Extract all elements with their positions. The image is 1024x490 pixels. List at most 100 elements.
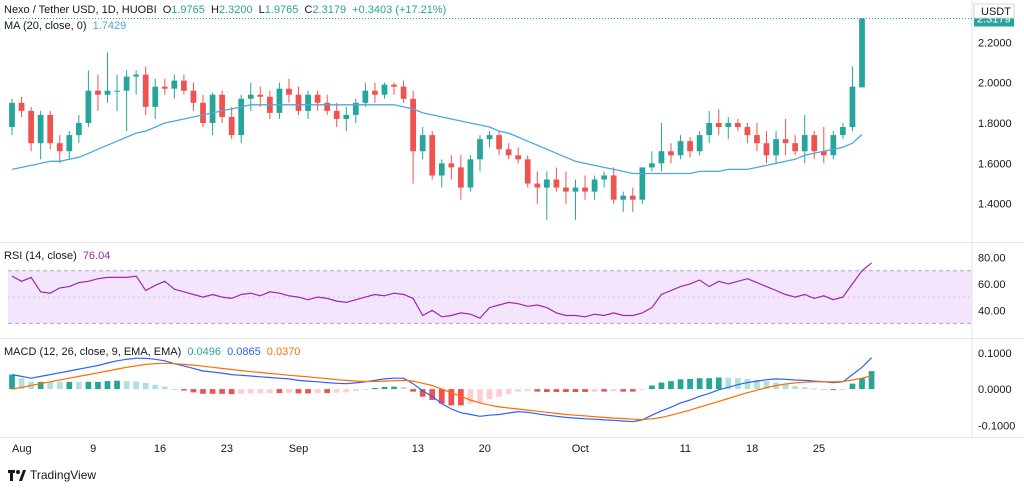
macd-histogram-bar bbox=[658, 382, 665, 390]
macd-histogram-bar bbox=[333, 389, 340, 393]
candle-body bbox=[333, 110, 340, 119]
macd-line bbox=[11, 357, 873, 423]
candle-body bbox=[133, 74, 140, 77]
macd-histogram-bar bbox=[352, 389, 359, 391]
candle-body bbox=[754, 135, 760, 144]
rsi-y-tick: 60.00 bbox=[978, 279, 1006, 291]
price-y-tick: 1.4000 bbox=[978, 199, 1012, 211]
candle-body bbox=[505, 149, 512, 156]
candle-body bbox=[352, 102, 359, 115]
candle bbox=[734, 118, 741, 132]
candle bbox=[754, 123, 760, 152]
macd-histogram-bar bbox=[267, 389, 273, 394]
time-x-tick: 25 bbox=[813, 443, 825, 455]
candle bbox=[649, 151, 655, 172]
candle-body bbox=[438, 163, 445, 176]
candle bbox=[333, 102, 340, 128]
macd-histogram-bar bbox=[410, 389, 416, 392]
candle bbox=[782, 118, 789, 156]
candle bbox=[601, 171, 607, 188]
candle bbox=[28, 106, 34, 152]
macd-histogram-bar bbox=[734, 378, 741, 390]
candle-body bbox=[161, 86, 168, 89]
macd-histogram-bar bbox=[171, 389, 178, 391]
macd-histogram-bar bbox=[563, 389, 569, 392]
macd-histogram-bar bbox=[190, 389, 197, 393]
macd-value-2: 0.0865 bbox=[227, 346, 261, 358]
candle-body bbox=[629, 195, 636, 200]
candle bbox=[410, 90, 416, 184]
candle bbox=[458, 155, 464, 200]
candle bbox=[773, 131, 779, 164]
candle-body bbox=[28, 110, 34, 144]
ma-value: 1.7429 bbox=[92, 20, 127, 32]
candle bbox=[534, 171, 541, 204]
macd-value-3: 0.0370 bbox=[266, 346, 301, 358]
candle-body bbox=[181, 80, 187, 91]
candle bbox=[276, 82, 283, 119]
candle bbox=[152, 78, 159, 119]
macd-histogram-bar bbox=[438, 389, 445, 404]
candle bbox=[133, 70, 140, 95]
candle-body bbox=[152, 86, 159, 107]
macd-histogram-bar bbox=[343, 389, 350, 393]
change-value: +0.3403 (+17.21%) bbox=[352, 4, 447, 16]
candle-body bbox=[572, 187, 579, 192]
candle bbox=[200, 94, 206, 128]
candle-body bbox=[200, 102, 206, 123]
candle bbox=[37, 110, 44, 160]
macd-y-tick: -0.1000 bbox=[978, 420, 1015, 432]
candle bbox=[677, 135, 684, 160]
candle bbox=[849, 66, 856, 132]
low-label: L bbox=[258, 4, 265, 16]
candle-body bbox=[859, 18, 865, 88]
candle bbox=[840, 123, 846, 140]
candle-body bbox=[458, 167, 464, 188]
candle-body bbox=[114, 90, 120, 92]
candle-body bbox=[381, 84, 388, 95]
candle bbox=[763, 131, 770, 164]
candle bbox=[429, 131, 436, 180]
macd-histogram-bar bbox=[610, 389, 617, 392]
candle-body bbox=[209, 94, 216, 123]
macd-histogram-bar bbox=[381, 386, 388, 390]
candle bbox=[381, 82, 388, 99]
candle-body bbox=[639, 167, 646, 200]
candle bbox=[725, 116, 732, 140]
candle-body bbox=[448, 163, 455, 168]
candle-body bbox=[677, 141, 684, 156]
macd-histogram-bar bbox=[620, 389, 627, 392]
macd-histogram-bar bbox=[391, 386, 397, 390]
close-label: C bbox=[304, 4, 313, 16]
macd-histogram-bar bbox=[696, 378, 703, 390]
candle bbox=[95, 74, 101, 111]
macd-histogram-bar bbox=[200, 389, 206, 394]
candle bbox=[257, 86, 264, 107]
candle-body bbox=[190, 90, 197, 103]
candle bbox=[572, 179, 579, 220]
candle-body bbox=[419, 135, 426, 152]
candle-body bbox=[744, 127, 751, 136]
macd-histogram-bar bbox=[9, 374, 15, 390]
macd-histogram-bar bbox=[629, 389, 636, 392]
ma-label: MA (20, close, 0) bbox=[4, 20, 87, 32]
macd-histogram-bar bbox=[305, 389, 311, 394]
macd-histogram-bar bbox=[37, 381, 44, 390]
candle bbox=[524, 155, 531, 188]
macd-histogram-bar bbox=[133, 381, 140, 390]
time-x-tick: Oct bbox=[572, 443, 589, 455]
macd-histogram-bar bbox=[601, 389, 607, 392]
macd-histogram-bar bbox=[161, 386, 168, 390]
macd-histogram-bar bbox=[95, 381, 101, 390]
macd-histogram-bar bbox=[295, 389, 302, 394]
candle-body bbox=[9, 102, 15, 128]
candle-body bbox=[687, 141, 693, 152]
macd-histogram-bar bbox=[706, 378, 713, 390]
macd-histogram-bar bbox=[314, 389, 321, 394]
symbol-legend: Nexo / Tether USD, 1D, HUOBI O1.9765 H2.… bbox=[4, 4, 449, 16]
macd-histogram-bar bbox=[219, 389, 225, 394]
macd-histogram-bar bbox=[448, 389, 455, 406]
rsi-label: RSI (14, close) bbox=[4, 250, 77, 262]
candle bbox=[343, 106, 350, 132]
